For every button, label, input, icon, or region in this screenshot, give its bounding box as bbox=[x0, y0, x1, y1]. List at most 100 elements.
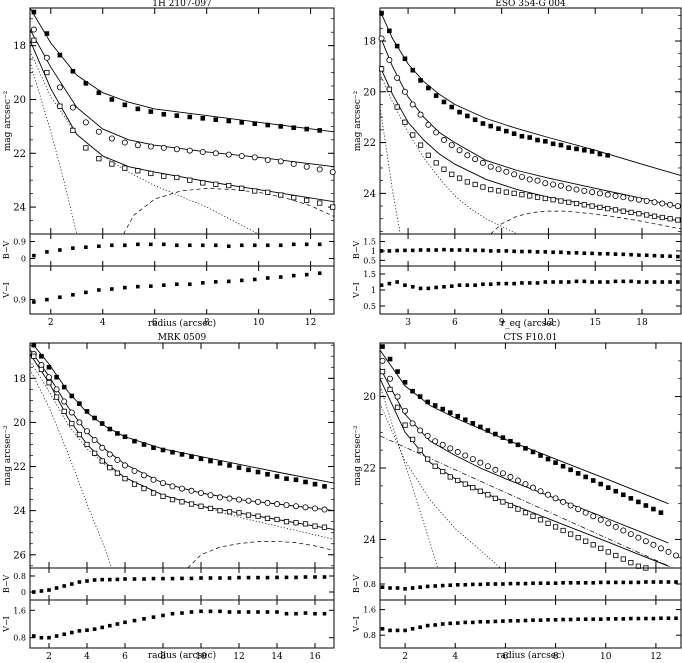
color-data-point bbox=[387, 281, 392, 286]
color-data-point bbox=[403, 283, 407, 287]
color-data-point bbox=[481, 282, 485, 287]
data-point-open-circle bbox=[121, 139, 128, 146]
data-point-open-square bbox=[135, 168, 141, 174]
color-data-point bbox=[538, 618, 543, 622]
data-point-filled-square bbox=[523, 446, 528, 451]
data-point-open-circle bbox=[225, 151, 232, 158]
data-point-filled-square bbox=[284, 476, 289, 481]
data-point-open-square bbox=[57, 103, 63, 109]
data-point-open-circle bbox=[447, 445, 454, 452]
data-point-open-circle bbox=[53, 386, 60, 393]
model-curve-solid bbox=[30, 29, 334, 168]
color-data-point bbox=[199, 576, 203, 580]
model-curve-solid bbox=[380, 349, 669, 505]
x-tick-label: 8 bbox=[204, 318, 210, 328]
color-data-point bbox=[84, 245, 88, 249]
data-point-open-circle bbox=[635, 534, 642, 541]
color-data-point bbox=[92, 627, 97, 631]
data-point-open-circle bbox=[612, 192, 619, 199]
color-data-point bbox=[486, 582, 490, 586]
color-panel-label: B−V bbox=[352, 241, 361, 260]
color-data-point bbox=[455, 583, 460, 587]
color-panel-label: V−I bbox=[2, 616, 11, 633]
color-data-point bbox=[189, 576, 194, 581]
color-data-point bbox=[644, 580, 648, 584]
data-point-open-circle bbox=[522, 481, 529, 488]
data-point-filled-square bbox=[535, 137, 540, 143]
data-point-open-square bbox=[659, 214, 665, 221]
data-point-filled-square bbox=[161, 111, 167, 117]
data-point-open-square bbox=[440, 468, 446, 475]
data-point-open-circle bbox=[95, 128, 102, 135]
color-data-point bbox=[62, 632, 66, 637]
color-data-point bbox=[149, 242, 153, 247]
color-data-point bbox=[149, 284, 153, 288]
data-point-open-circle bbox=[303, 163, 310, 170]
main-plot-frame bbox=[29, 7, 335, 235]
color-y-tick-label: 0.8 bbox=[13, 572, 26, 581]
data-point-filled-square bbox=[54, 374, 59, 380]
data-point-open-square bbox=[667, 216, 673, 222]
data-point-filled-square bbox=[151, 445, 156, 451]
color-data-point bbox=[449, 248, 454, 252]
data-point-filled-square bbox=[236, 465, 242, 470]
data-point-open-circle bbox=[514, 477, 521, 484]
color-data-point bbox=[32, 590, 36, 594]
y-tick-label: 22 bbox=[363, 138, 376, 149]
color-data-point bbox=[508, 619, 513, 623]
data-point-filled-square bbox=[545, 456, 551, 462]
y-tick-label: 22 bbox=[363, 464, 376, 475]
data-point-open-circle bbox=[590, 513, 597, 520]
color-data-point bbox=[175, 243, 179, 248]
color-data-point bbox=[582, 279, 587, 284]
data-point-open-circle bbox=[84, 428, 91, 435]
data-point-open-circle bbox=[424, 432, 431, 439]
x-tick-label: 4 bbox=[452, 652, 458, 662]
data-point-open-circle bbox=[433, 129, 440, 136]
data-point-filled-square bbox=[189, 454, 194, 459]
color-panel-frame bbox=[379, 567, 682, 601]
color-data-point bbox=[591, 617, 596, 621]
data-point-filled-square bbox=[31, 342, 37, 348]
color-data-point bbox=[546, 618, 550, 622]
data-point-open-square bbox=[99, 458, 105, 464]
data-point-open-circle bbox=[140, 472, 147, 479]
data-point-filled-square bbox=[402, 56, 408, 62]
data-point-open-circle bbox=[627, 531, 634, 538]
color-data-point bbox=[227, 610, 232, 614]
data-point-open-circle bbox=[477, 459, 484, 466]
color-data-point bbox=[403, 628, 407, 633]
data-point-open-circle bbox=[582, 509, 589, 516]
color-data-point bbox=[425, 623, 430, 628]
color-data-point bbox=[629, 252, 633, 257]
data-point-open-circle bbox=[283, 502, 290, 509]
y-axis-label: mag arcsec⁻² bbox=[3, 425, 13, 486]
data-point-open-circle bbox=[657, 545, 664, 552]
data-point-open-circle bbox=[620, 194, 627, 201]
data-point-open-square bbox=[394, 104, 400, 110]
color-data-point bbox=[162, 283, 166, 287]
data-point-open-circle bbox=[292, 503, 299, 510]
data-point-open-square bbox=[38, 366, 45, 373]
color-data-point bbox=[440, 583, 445, 588]
model-curve-dashed bbox=[490, 210, 681, 234]
color-data-point bbox=[486, 619, 490, 624]
color-data-point bbox=[317, 242, 322, 247]
y-axis-label: mag arcsec⁻² bbox=[3, 90, 13, 151]
color-data-point bbox=[208, 576, 213, 580]
color-y-tick-label: 0 bbox=[21, 254, 26, 263]
data-point-open-circle bbox=[91, 437, 98, 444]
x-axis-label: radius (arcsec) bbox=[148, 650, 216, 661]
data-point-filled-square bbox=[255, 469, 261, 475]
data-point-open-square bbox=[480, 184, 486, 190]
data-point-open-square bbox=[581, 202, 587, 208]
data-point-open-circle bbox=[43, 54, 50, 61]
model-curve-solid bbox=[380, 10, 681, 177]
color-data-point bbox=[440, 622, 445, 626]
color-data-point bbox=[58, 248, 62, 252]
model-curve-dotted bbox=[380, 403, 501, 568]
data-point-filled-square bbox=[148, 109, 154, 114]
data-point-open-square bbox=[387, 386, 393, 393]
data-point-filled-square bbox=[61, 384, 67, 390]
color-data-point bbox=[322, 575, 327, 579]
